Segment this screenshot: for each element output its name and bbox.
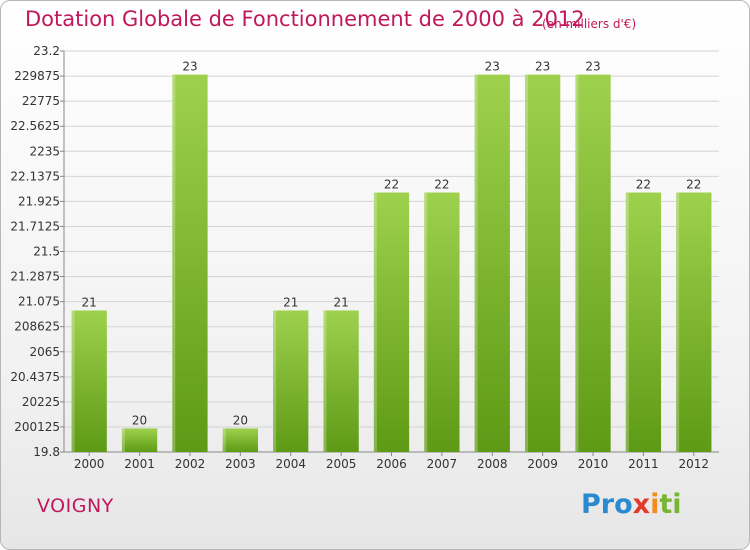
x-tick-label: 2003 xyxy=(225,457,256,471)
bar-highlight xyxy=(575,74,579,453)
y-tick-label: 22775 xyxy=(22,94,60,108)
bar xyxy=(273,310,309,452)
data-label: 22 xyxy=(686,178,701,192)
data-labels: 21 20 23 20 21 21 22 22 23 23 23 22 22 xyxy=(82,60,702,428)
data-label: 20 xyxy=(132,413,147,427)
bar-highlight xyxy=(71,310,75,452)
logo-part-3: i xyxy=(650,489,660,520)
y-tick-label: 21.925 xyxy=(18,194,60,208)
y-tick-label: 20.4375 xyxy=(10,370,60,384)
bar-highlight xyxy=(222,428,226,452)
y-tick-label: 21.7125 xyxy=(10,219,60,233)
bar xyxy=(121,428,158,452)
bar-highlight xyxy=(172,74,176,453)
y-tick-label: 2065 xyxy=(29,345,60,359)
y-tick-label: 20225 xyxy=(22,395,60,409)
bar-highlight xyxy=(323,310,327,452)
chart-title: Dotation Globale de Fonctionnement de 20… xyxy=(25,7,585,31)
x-tick-label: 2012 xyxy=(679,457,710,471)
bar xyxy=(222,428,258,452)
x-tick-label: 2006 xyxy=(376,457,407,471)
x-tick-label: 2002 xyxy=(175,457,206,471)
y-tick-label: 23.2 xyxy=(33,44,60,58)
bar xyxy=(474,74,510,453)
data-label: 22 xyxy=(434,178,449,192)
data-label: 22 xyxy=(384,178,399,192)
x-tick-label: 2008 xyxy=(477,457,508,471)
data-label: 21 xyxy=(283,295,298,309)
x-tick-label: 2000 xyxy=(74,457,105,471)
bar xyxy=(625,192,662,452)
bar-highlight xyxy=(121,428,125,452)
proxiti-logo[interactable]: Proxiti xyxy=(581,489,682,520)
data-label: 21 xyxy=(82,295,97,309)
x-tick-label: 2005 xyxy=(326,457,357,471)
bar-highlight xyxy=(676,192,680,452)
y-tick-label: 22.1375 xyxy=(10,169,60,183)
y-tick-label: 21.075 xyxy=(18,295,60,309)
y-tick-label: 21.5 xyxy=(33,245,60,259)
bars xyxy=(71,74,712,453)
bar xyxy=(323,310,359,452)
x-tick-labels: 2000 2001 2002 2003 2004 2005 2006 2007 2008 2009… xyxy=(74,457,709,471)
data-label: 23 xyxy=(485,60,500,74)
logo-part-2: x xyxy=(632,489,651,520)
bar xyxy=(575,74,611,453)
data-label: 23 xyxy=(535,60,550,74)
x-tick-label: 2011 xyxy=(628,457,659,471)
data-label: 23 xyxy=(585,60,600,74)
bar-highlight xyxy=(424,192,428,452)
bar xyxy=(373,192,410,452)
logo-part-4: ti xyxy=(659,489,682,520)
y-tick-label: 2235 xyxy=(29,144,60,158)
bar-highlight xyxy=(474,74,478,453)
y-tick-label: 208625 xyxy=(14,320,60,334)
y-tick-label: 21.2875 xyxy=(10,270,60,284)
bar-highlight xyxy=(625,192,629,452)
y-tick-label: 19.8 xyxy=(33,445,60,459)
y-tick-label: 22.5625 xyxy=(10,119,60,133)
logo-part-1: Pro xyxy=(581,489,633,520)
y-tick-labels: 19.8 200125 20225 20.4375 2065 208625 21.075 21… xyxy=(10,44,60,459)
data-label: 20 xyxy=(233,413,248,427)
bar-highlight xyxy=(273,310,277,452)
data-label: 22 xyxy=(636,178,651,192)
bar xyxy=(424,192,460,452)
bar-highlight xyxy=(373,192,377,452)
town-name: VOIGNY xyxy=(37,495,114,517)
y-tick-label: 200125 xyxy=(14,420,60,434)
x-tick-label: 2007 xyxy=(427,457,458,471)
bar xyxy=(172,74,208,453)
bar xyxy=(525,74,561,453)
bar xyxy=(676,192,712,452)
x-tick-label: 2001 xyxy=(124,457,155,471)
x-tick-label: 2010 xyxy=(578,457,609,471)
chart-subtitle: (en milliers d'€) xyxy=(542,17,637,31)
data-label: 21 xyxy=(333,295,348,309)
bar-highlight xyxy=(525,74,529,453)
data-label: 23 xyxy=(182,60,197,74)
x-tick-label: 2004 xyxy=(275,457,306,471)
x-tick-label: 2009 xyxy=(527,457,558,471)
y-tick-label: 229875 xyxy=(14,69,60,83)
bar xyxy=(71,310,107,452)
